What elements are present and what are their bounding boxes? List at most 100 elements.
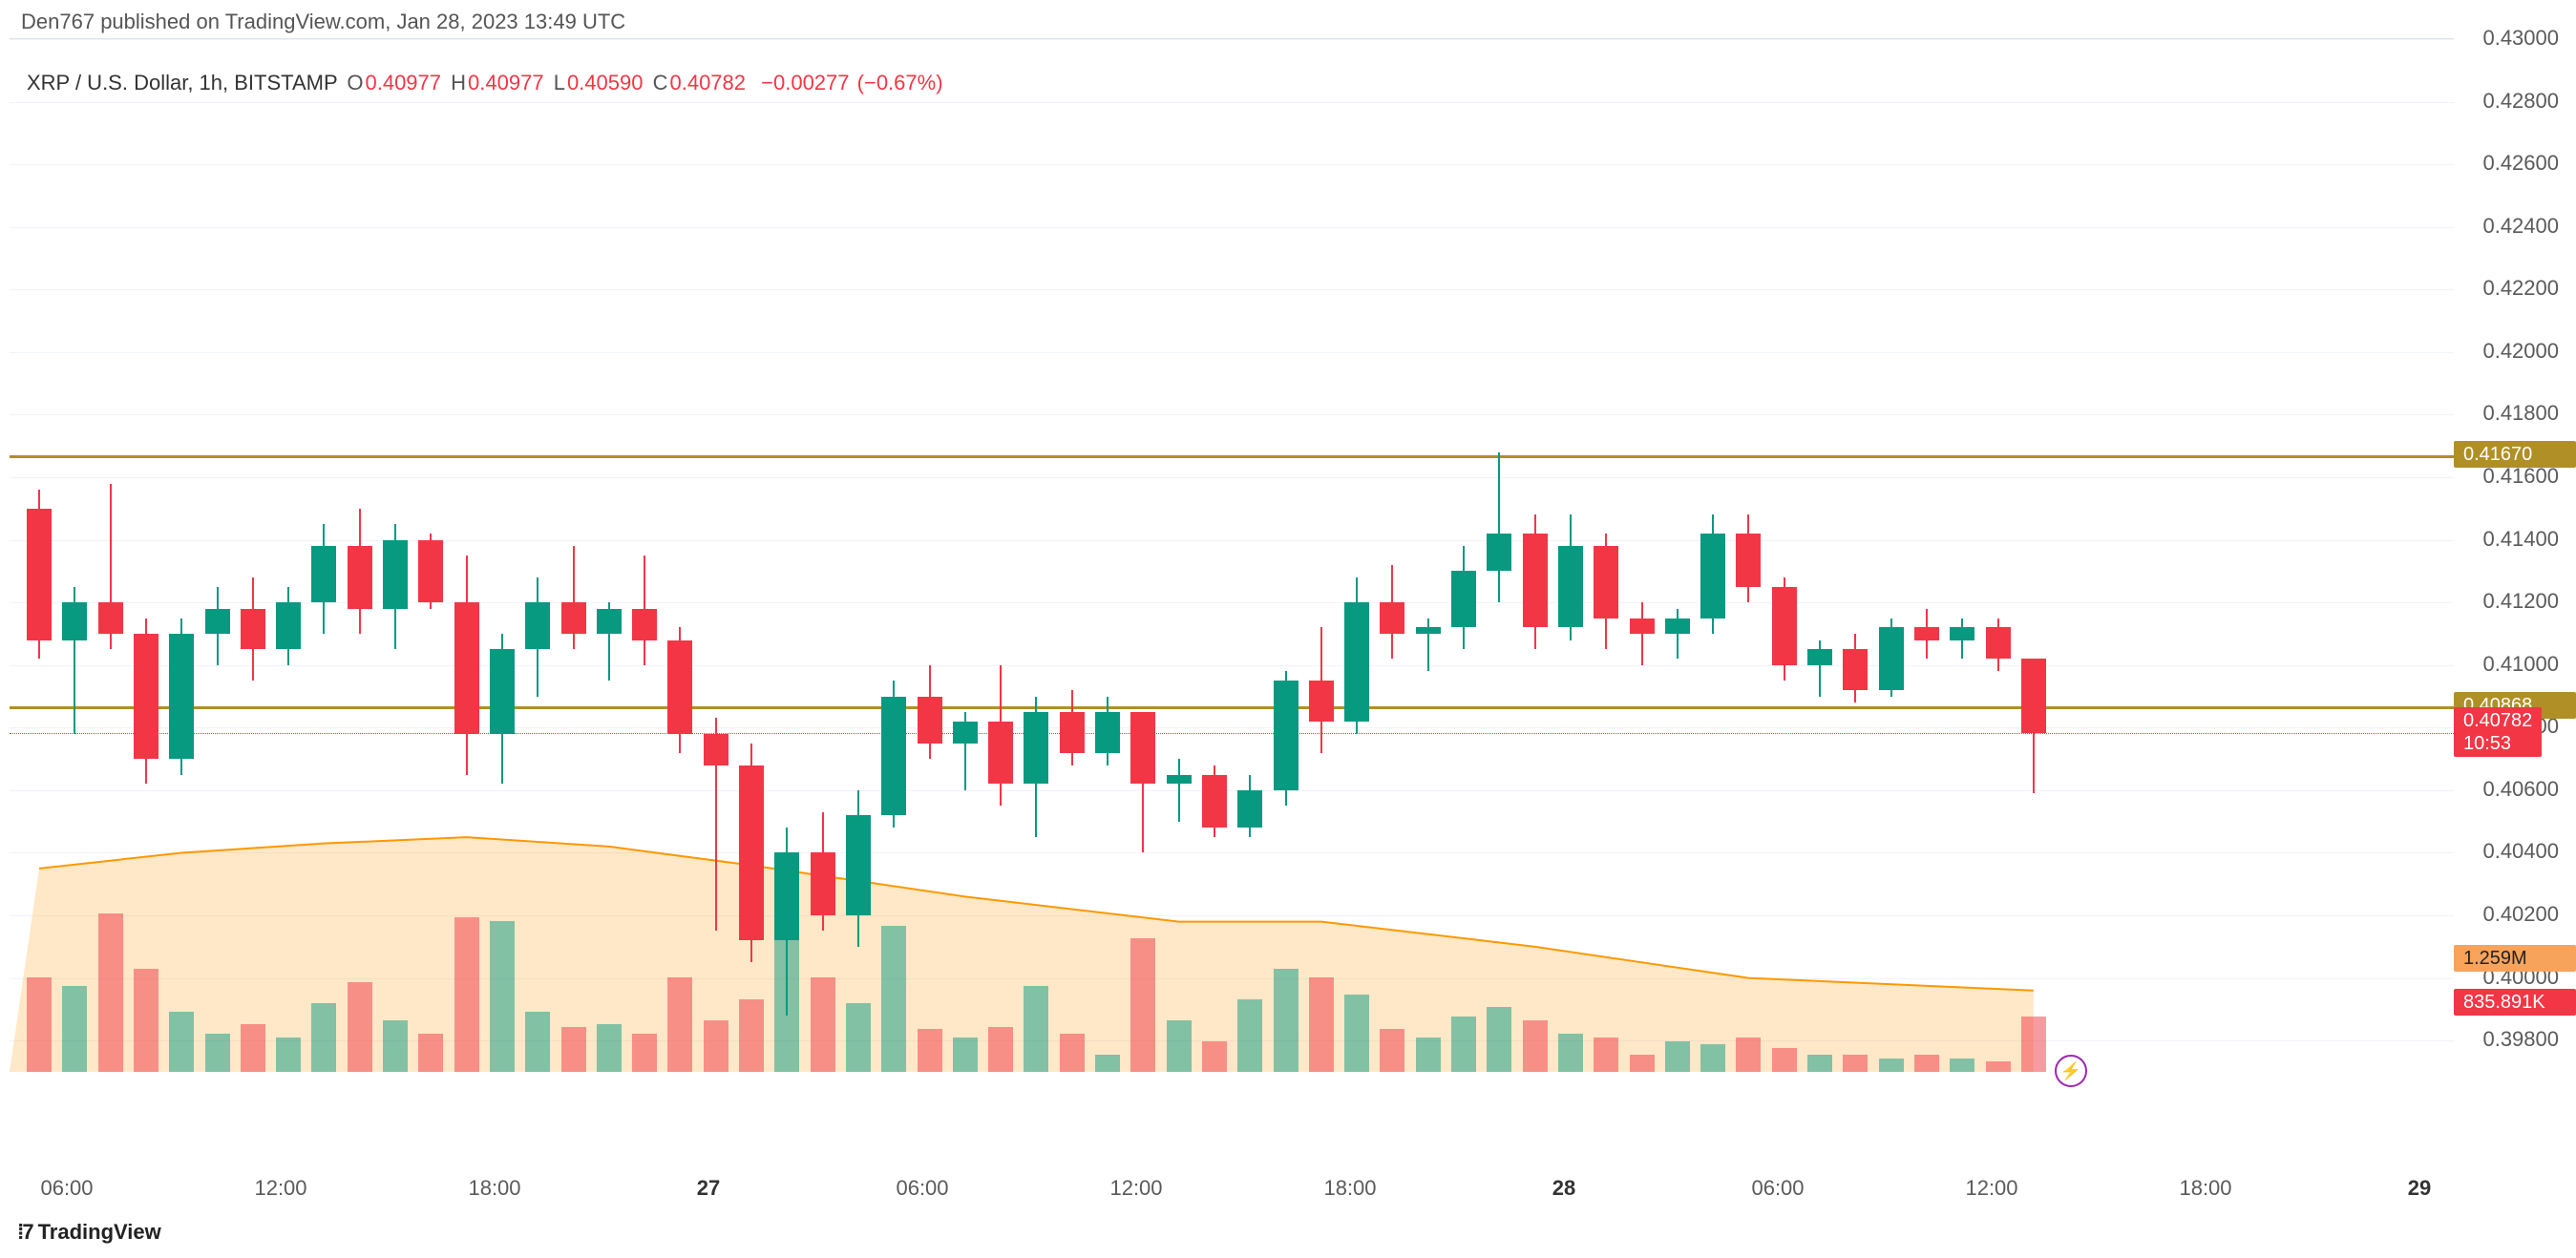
volume-bar xyxy=(1130,938,1155,1072)
x-axis-label: 18:00 xyxy=(1323,1176,1376,1201)
volume-bar xyxy=(134,969,158,1072)
volume-bar xyxy=(1380,1029,1404,1072)
horizontal-level-line[interactable] xyxy=(10,455,2454,458)
volume-bar xyxy=(881,926,906,1072)
volume-bar xyxy=(241,1024,265,1072)
chart-root: Den767 published on TradingView.com, Jan… xyxy=(0,0,2576,1258)
tradingview-logo: ⁞7TradingView xyxy=(17,1220,161,1245)
volume-bar xyxy=(98,913,123,1072)
volume-bar xyxy=(667,977,692,1072)
current-price-line xyxy=(10,733,2454,734)
volume-bar xyxy=(739,999,764,1072)
y-axis-label: 0.42800 xyxy=(2482,89,2559,114)
x-axis-label: 28 xyxy=(1552,1176,1575,1201)
y-axis-label: 0.42400 xyxy=(2482,214,2559,239)
volume-bar xyxy=(1024,986,1048,1072)
y-axis-label: 0.41000 xyxy=(2482,652,2559,677)
volume-bar xyxy=(561,1027,586,1072)
volume-badge: 1.259M xyxy=(2454,945,2576,972)
volume-bar xyxy=(811,977,835,1072)
horizontal-level-line[interactable] xyxy=(10,706,2454,709)
volume-bar xyxy=(62,986,87,1072)
x-axis-label: 06:00 xyxy=(40,1176,93,1201)
volume-bar xyxy=(1202,1041,1227,1072)
volume-bar xyxy=(276,1038,301,1072)
x-axis-label: 29 xyxy=(2408,1176,2431,1201)
y-axis-label: 0.42200 xyxy=(2482,276,2559,301)
volume-bar xyxy=(1736,1038,1761,1072)
volume-badge: 835.891K xyxy=(2454,989,2576,1016)
y-axis-label: 0.40400 xyxy=(2482,839,2559,864)
y-axis-label: 0.41400 xyxy=(2482,527,2559,552)
volume-bar xyxy=(311,1003,336,1072)
lightning-icon[interactable]: ⚡ xyxy=(2055,1055,2087,1087)
publish-site: TradingView.com xyxy=(225,10,386,33)
volume-bar xyxy=(1167,1020,1192,1072)
volume-bar xyxy=(988,1027,1013,1072)
volume-bar xyxy=(1095,1055,1120,1072)
volume-bar xyxy=(169,1012,194,1072)
publish-author: Den767 xyxy=(21,10,95,33)
publish-line: Den767 published on TradingView.com, Jan… xyxy=(21,10,625,34)
volume-bar xyxy=(1594,1038,1618,1072)
volume-bar xyxy=(1451,1017,1476,1072)
volume-bar xyxy=(454,917,479,1072)
volume-bar xyxy=(205,1034,230,1072)
price-tag-value: 0.40782 xyxy=(2463,709,2532,732)
volume-bar xyxy=(1772,1048,1797,1072)
y-axis-label: 0.40600 xyxy=(2482,777,2559,802)
y-axis-label: 0.41800 xyxy=(2482,401,2559,426)
volume-bar xyxy=(1914,1055,1939,1072)
y-axis-label: 0.42000 xyxy=(2482,339,2559,364)
volume-bar xyxy=(1950,1059,1974,1072)
volume-bar xyxy=(1060,1034,1085,1072)
volume-bar xyxy=(918,1029,942,1072)
y-axis-label: 0.40200 xyxy=(2482,902,2559,927)
x-axis-label: 06:00 xyxy=(1751,1176,1804,1201)
volume-bar xyxy=(704,1020,728,1072)
volume-bar xyxy=(383,1020,408,1072)
horizontal-level-tag: 0.41670 xyxy=(2454,441,2576,468)
volume-bar xyxy=(953,1038,978,1072)
y-axis-label: 0.41200 xyxy=(2482,589,2559,614)
publish-mid: published on xyxy=(95,10,225,33)
volume-bar xyxy=(1630,1055,1655,1072)
volume-bar xyxy=(1807,1055,1832,1072)
volume-bar xyxy=(1843,1055,1868,1072)
volume-bar xyxy=(418,1034,443,1072)
x-axis-label: 18:00 xyxy=(2179,1176,2231,1201)
tradingview-logo-text: TradingView xyxy=(38,1220,161,1244)
volume-bar xyxy=(1416,1038,1441,1072)
volume-bar xyxy=(1344,995,1369,1072)
chart-area[interactable]: ⚡ xyxy=(10,38,2454,1165)
y-axis-label: 0.42600 xyxy=(2482,151,2559,176)
volume-bar xyxy=(1487,1007,1511,1072)
x-axis-label: 27 xyxy=(697,1176,720,1201)
price-tag-countdown: 10:53 xyxy=(2463,732,2532,755)
volume-bar xyxy=(490,921,515,1072)
volume-bar xyxy=(1309,977,1334,1072)
volume-area-overlay xyxy=(10,39,2454,1165)
volume-bar xyxy=(1237,999,1262,1072)
volume-bar xyxy=(348,982,372,1072)
publish-date: , Jan 28, 2023 13:49 UTC xyxy=(385,10,625,33)
volume-bar xyxy=(1879,1059,1904,1072)
x-axis-label: 12:00 xyxy=(254,1176,306,1201)
volume-bar xyxy=(1558,1034,1583,1072)
y-axis-label: 0.43000 xyxy=(2482,26,2559,51)
volume-bar xyxy=(525,1012,550,1072)
volume-bar xyxy=(1523,1020,1548,1072)
volume-bar xyxy=(597,1024,622,1072)
volume-bar xyxy=(2021,1017,2046,1072)
x-axis-label: 12:00 xyxy=(1965,1176,2017,1201)
x-axis-label: 18:00 xyxy=(468,1176,520,1201)
volume-bar xyxy=(1986,1061,2011,1072)
volume-bar xyxy=(846,1003,871,1072)
volume-bar xyxy=(1700,1044,1725,1072)
current-price-tag: 0.4078210:53 xyxy=(2454,707,2542,757)
y-axis-label: 0.39800 xyxy=(2482,1027,2559,1052)
x-axis-label: 12:00 xyxy=(1109,1176,1162,1201)
volume-bar xyxy=(27,977,52,1072)
tradingview-icon: ⁞7 xyxy=(17,1220,32,1244)
volume-bar xyxy=(632,1034,657,1072)
